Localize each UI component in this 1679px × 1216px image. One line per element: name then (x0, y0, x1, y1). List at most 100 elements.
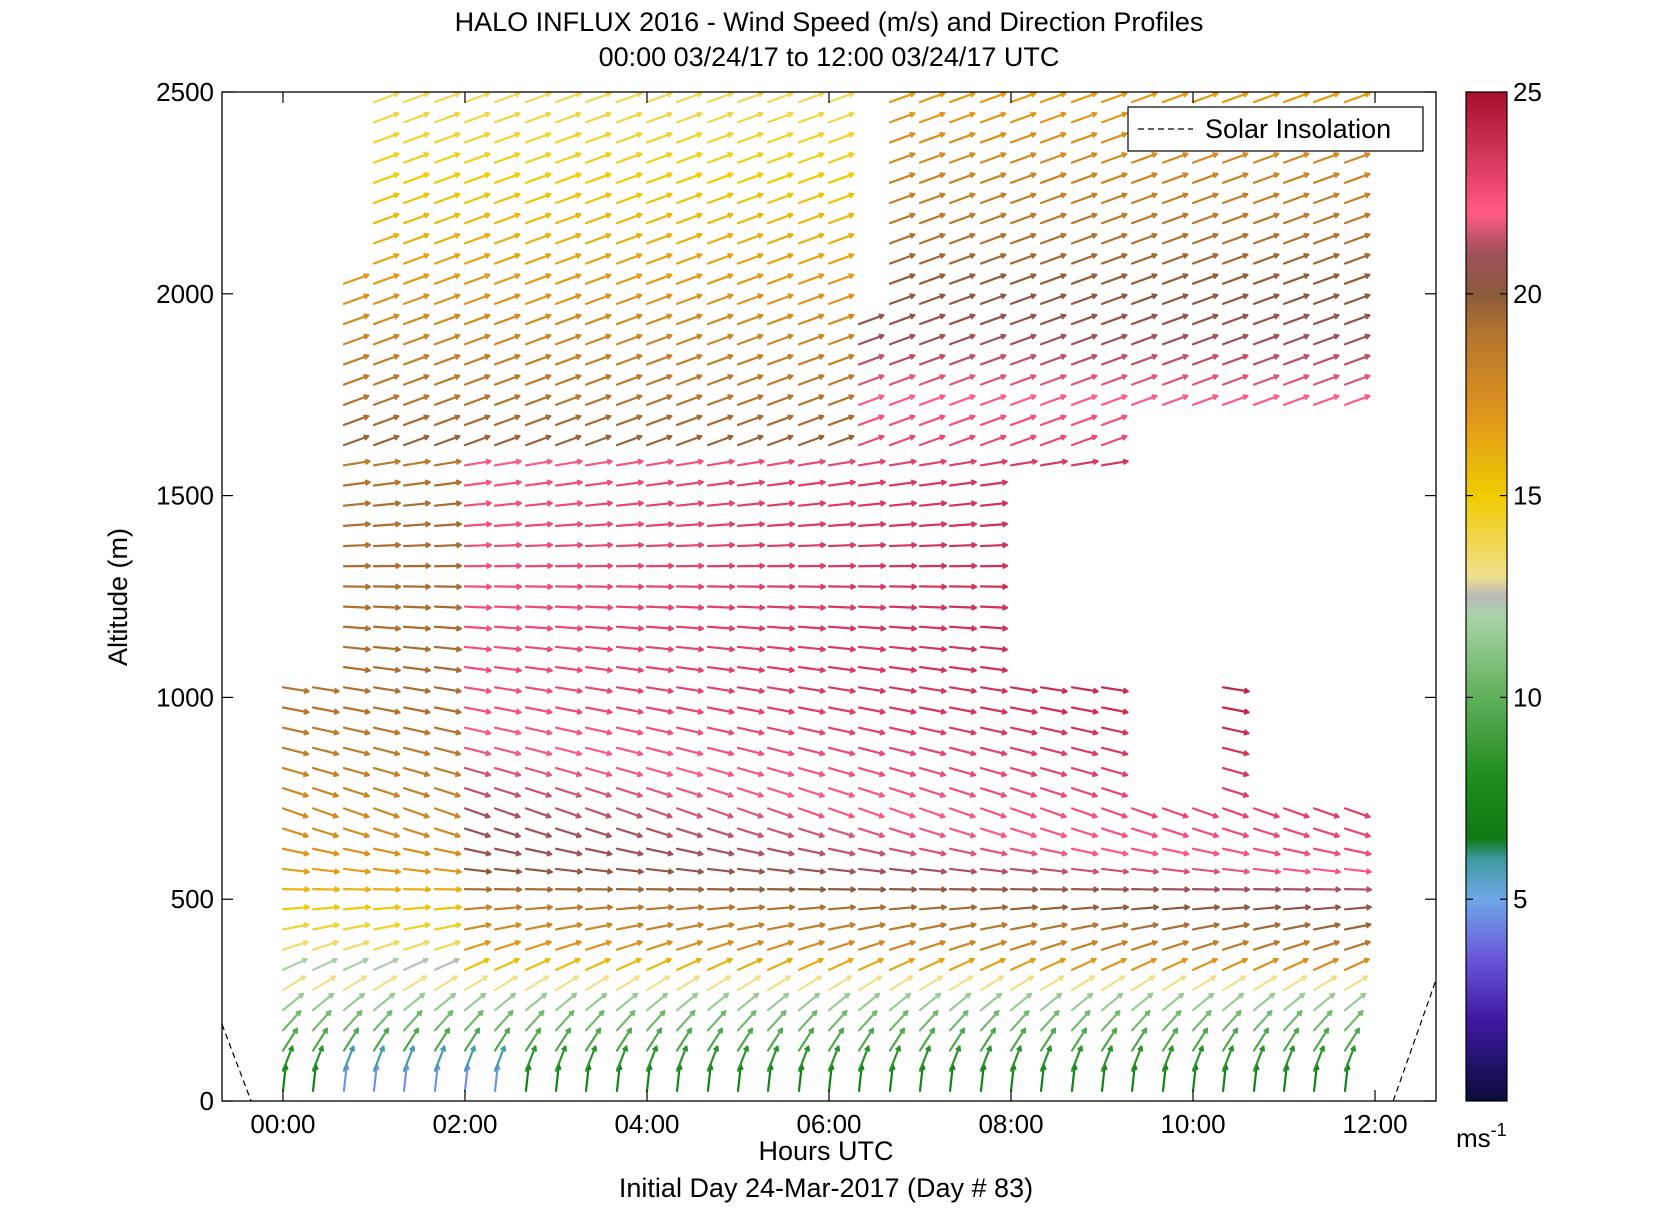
wind-vector (493, 293, 521, 305)
wind-vector (766, 904, 796, 911)
wind-vector (706, 807, 734, 819)
wind-vector (948, 975, 974, 992)
wind-vector (524, 333, 552, 346)
wind-vector (433, 686, 462, 695)
wind-vector (645, 192, 673, 205)
wind-vector (675, 172, 703, 184)
wind-vector (463, 726, 492, 736)
wind-vector (1221, 1027, 1239, 1052)
wind-vector (979, 746, 1008, 757)
wind-vector (888, 992, 912, 1012)
wind-vector (736, 787, 764, 798)
wind-vector (1343, 867, 1372, 875)
wind-vector (463, 414, 491, 427)
wind-vector (857, 666, 886, 674)
wind-vector (463, 807, 491, 819)
wind-vector (615, 394, 643, 406)
wind-vector (827, 111, 855, 124)
wind-vector (311, 686, 340, 695)
wind-vector (463, 939, 491, 951)
wind-vector (433, 1010, 454, 1032)
wind-vector (1252, 886, 1282, 893)
x-tick-label: 04:00 (614, 1109, 679, 1139)
wind-vector (979, 645, 1008, 653)
wind-vector (979, 957, 1006, 971)
wind-vectors (281, 92, 1373, 1093)
wind-vector (402, 766, 431, 778)
wind-vector (1252, 212, 1280, 225)
wind-vector (402, 807, 430, 819)
wind-vector (706, 604, 736, 611)
wind-vector (1191, 293, 1219, 305)
wind-vector (706, 847, 735, 857)
wind-vector (342, 394, 370, 406)
wind-vector (433, 992, 457, 1012)
wind-vector (797, 252, 825, 265)
wind-vector (1252, 273, 1280, 285)
wind-vector (1161, 373, 1189, 386)
wind-vector (463, 192, 491, 205)
wind-vector (463, 252, 491, 265)
wind-vector (554, 975, 580, 992)
wind-vector (1070, 706, 1099, 715)
wind-vector (433, 333, 461, 346)
wind-vector (1312, 192, 1340, 205)
wind-vector (1161, 827, 1189, 839)
wind-vector (797, 975, 823, 992)
wind-vector (827, 807, 855, 819)
wind-vector (827, 992, 851, 1012)
wind-vector (402, 353, 430, 366)
wind-vector (797, 1045, 811, 1072)
wind-vector (948, 232, 976, 245)
wind-vector (645, 333, 673, 346)
wind-vector (311, 1010, 332, 1032)
wind-vector (645, 1010, 666, 1032)
wind-vector (645, 252, 673, 265)
wind-vector (493, 562, 523, 570)
wind-vector (918, 1010, 939, 1032)
solar-insolation-segment (1392, 979, 1436, 1101)
wind-vector (706, 939, 734, 951)
wind-vector (979, 939, 1007, 951)
wind-vector (372, 232, 400, 245)
wind-vector (766, 458, 795, 467)
wind-vector (888, 583, 918, 591)
wind-vector (736, 293, 764, 305)
wind-vector (1312, 867, 1341, 875)
wind-vector (736, 313, 764, 326)
wind-vector (433, 273, 461, 285)
wind-vector (402, 583, 432, 591)
wind-vector (433, 111, 461, 124)
wind-vector (797, 172, 825, 184)
wind-vector (948, 172, 976, 184)
wind-vector (766, 151, 794, 164)
wind-vector (554, 172, 582, 184)
wind-vector (706, 1027, 724, 1052)
wind-vector (888, 414, 916, 427)
wind-vector (1039, 293, 1067, 305)
wind-vector (1191, 373, 1219, 386)
wind-vector (1039, 867, 1068, 875)
wind-vector (797, 192, 825, 205)
wind-vector (888, 333, 916, 346)
wind-vector (979, 686, 1008, 695)
wind-vector (736, 666, 765, 674)
x-tick-label: 00:00 (250, 1109, 315, 1139)
wind-vector (948, 1045, 962, 1072)
wind-vector (736, 604, 766, 611)
wind-vector (797, 766, 826, 778)
wind-vector (433, 867, 462, 875)
wind-vector (766, 541, 796, 549)
wind-vector (281, 1045, 295, 1072)
wind-vector (1009, 886, 1039, 893)
wind-vector (524, 111, 552, 124)
wind-vector (433, 434, 461, 447)
wind-vector (918, 604, 948, 611)
wind-vector (827, 867, 856, 875)
wind-vector (766, 583, 796, 591)
wind-vector (827, 293, 855, 305)
wind-vector (463, 886, 493, 893)
wind-vector (1009, 458, 1038, 467)
wind-vector (979, 904, 1008, 911)
wind-vector (918, 131, 946, 144)
